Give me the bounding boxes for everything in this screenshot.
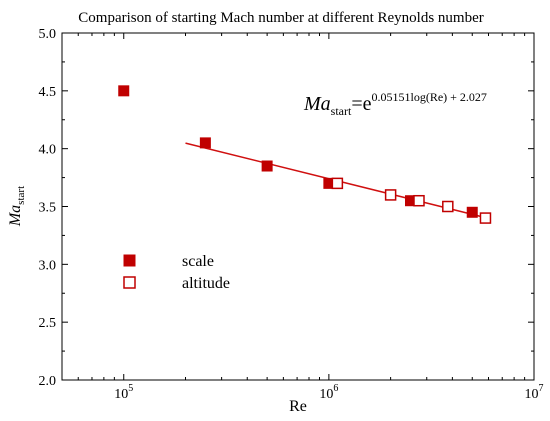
legend-marker-altitude [123, 276, 136, 289]
point-altitude [331, 177, 344, 190]
y-tick-label: 3.0 [39, 258, 57, 273]
equation: Mastart=e0.05151log(Re) + 2.027 [303, 90, 487, 118]
x-axis-label: Re [289, 398, 307, 415]
y-axis-label-sub: start [15, 186, 27, 205]
point-scale [261, 160, 273, 172]
equation-equals: =e [351, 93, 371, 115]
x-tick-label: 105 [114, 383, 133, 402]
y-axis-label-main: Ma [7, 205, 24, 227]
legend-label-scale: scale [182, 253, 214, 270]
point-scale [118, 85, 130, 97]
equation-exponent: 0.05151log(Re) + 2.027 [372, 90, 487, 104]
y-axis-label: Mastart [7, 186, 27, 227]
x-tick-label: 107 [525, 383, 544, 402]
x-tick-label: 106 [319, 383, 338, 402]
plot-frame [61, 32, 535, 381]
y-tick-label: 3.5 [39, 201, 57, 216]
x-axis-ticks: 105 106 107 [61, 33, 544, 402]
y-tick-label: 2.0 [39, 374, 57, 389]
point-altitude [413, 194, 425, 207]
legend-label-altitude: altitude [182, 275, 230, 292]
y-tick-label: 2.5 [39, 316, 57, 331]
y-axis-ticks: 2.0 2.5 3.0 3.5 4.0 4.5 5.0 [39, 27, 534, 389]
point-altitude [442, 200, 454, 213]
y-tick-label: 5.0 [39, 27, 57, 42]
point-altitude [479, 212, 492, 224]
point-scale [199, 137, 211, 149]
point-altitude [384, 189, 397, 201]
legend: scale altitude [123, 253, 230, 292]
y-tick-label: 4.0 [39, 143, 57, 158]
legend-marker-scale [123, 254, 136, 267]
data-points [118, 85, 492, 224]
y-tick-label: 4.5 [39, 85, 57, 100]
equation-lhs-sub: start [331, 104, 352, 118]
chart-title: Comparison of starting Mach number at di… [78, 10, 483, 26]
point-scale [466, 206, 478, 218]
equation-lhs-main: Ma [303, 93, 331, 115]
